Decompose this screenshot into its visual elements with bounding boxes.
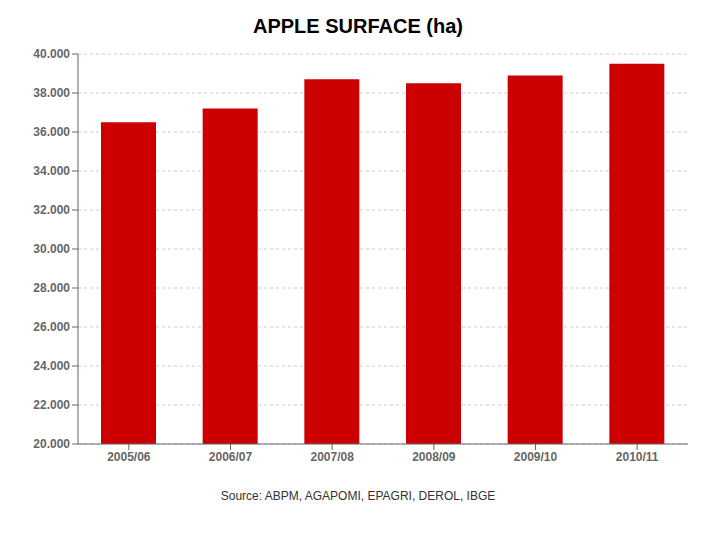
svg-text:20.000: 20.000 xyxy=(33,437,70,451)
svg-text:2008/09: 2008/09 xyxy=(412,450,456,464)
svg-text:34.000: 34.000 xyxy=(33,164,70,178)
svg-text:2010/11: 2010/11 xyxy=(616,450,659,464)
svg-text:40.000: 40.000 xyxy=(33,47,70,61)
svg-text:30.000: 30.000 xyxy=(33,242,70,256)
svg-text:32.000: 32.000 xyxy=(33,203,70,217)
svg-text:22.000: 22.000 xyxy=(33,398,70,412)
svg-text:36.000: 36.000 xyxy=(33,125,70,139)
svg-text:2006/07: 2006/07 xyxy=(209,450,253,464)
svg-text:2005/06: 2005/06 xyxy=(107,450,151,464)
html-text:APPLE SURFACE (ha): APPLE SURFACE (ha) xyxy=(253,15,463,37)
svg-text:28.000: 28.000 xyxy=(33,281,70,295)
svg-text:24.000: 24.000 xyxy=(33,359,70,373)
svg-text:26.000: 26.000 xyxy=(33,320,70,334)
svg-text:2009/10: 2009/10 xyxy=(514,450,558,464)
svg-text:2007/08: 2007/08 xyxy=(310,450,354,464)
html-text:Source: ABPM, AGAPOMI, EPAGRI,: Source: ABPM, AGAPOMI, EPAGRI, DEROL, IB… xyxy=(220,489,496,503)
svg-text:38.000: 38.000 xyxy=(33,86,70,100)
